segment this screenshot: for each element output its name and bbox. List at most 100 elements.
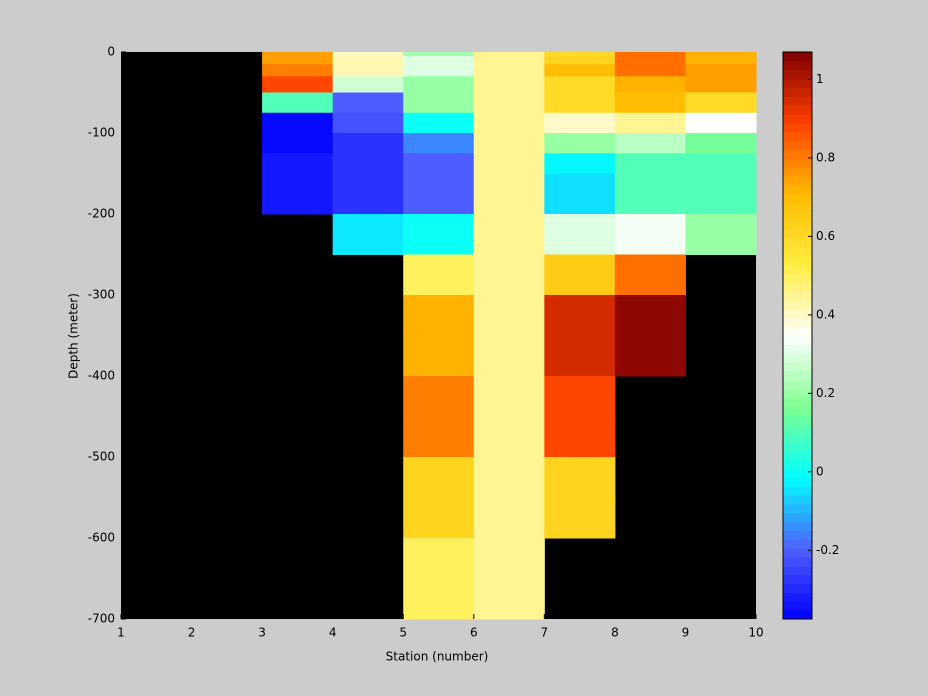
colorbar-segment (783, 335, 812, 345)
colorbar-segment (783, 87, 812, 97)
colorbar-segment (783, 220, 812, 230)
colorbar-segment (783, 468, 812, 478)
colorbar-segment (783, 530, 812, 540)
heatmap-cell (685, 173, 757, 215)
colorbar-segment (783, 52, 812, 62)
heatmap-cell (403, 497, 475, 539)
heatmap-cell (473, 214, 545, 255)
colorbar-segment (783, 140, 812, 150)
y-axis-label: Depth (meter) (67, 293, 81, 379)
heatmap-cell (403, 112, 475, 134)
heatmap-cell (332, 173, 404, 215)
x-tick-label: 1 (117, 626, 125, 640)
colorbar-segment (783, 459, 812, 469)
colorbar-segment (783, 601, 812, 611)
heatmap-cell (473, 254, 545, 296)
heatmap-cell (685, 92, 757, 114)
heatmap-cell (473, 538, 545, 579)
colorbar-segment (783, 486, 812, 496)
heatmap-cell (544, 92, 616, 114)
colorbar-segment (783, 184, 812, 195)
heatmap-cell (544, 112, 616, 134)
colorbar-tick-label: 0.4 (816, 307, 835, 321)
heatmap-cell (544, 153, 616, 174)
y-tick-label: -700 (88, 612, 115, 626)
heatmap-cell (614, 112, 686, 134)
heatmap-cell (332, 112, 404, 134)
colorbar-segment (783, 131, 812, 142)
heatmap-cell (473, 376, 545, 417)
heatmap-cell (332, 133, 404, 154)
colorbar-segment (783, 114, 812, 124)
heatmap-cell (403, 335, 475, 377)
colorbar-segment (783, 512, 812, 523)
y-tick-label: -100 (88, 126, 115, 140)
heatmap-cell (403, 416, 475, 458)
colorbar-segment (783, 122, 812, 133)
colorbar-segment (783, 202, 812, 212)
heatmap-cell (403, 76, 475, 93)
heatmap-cell (262, 64, 334, 77)
colorbar-segment (783, 96, 812, 106)
heatmap-cell (544, 335, 616, 377)
heatmap-cell (473, 335, 545, 377)
heatmap-cell (262, 76, 334, 93)
heatmap-cell (473, 112, 545, 134)
colorbar-segment (783, 415, 812, 425)
colorbar-segment (783, 308, 812, 319)
heatmap-cell (544, 64, 616, 77)
heatmap-cell (473, 76, 545, 93)
heatmap-cell (403, 133, 475, 154)
heatmap-cell (473, 457, 545, 498)
colorbar-segment (783, 539, 812, 549)
colorbar-segment (783, 424, 812, 434)
colorbar-segment (783, 264, 812, 274)
heatmap-cell (262, 153, 334, 174)
heatmap-cell (403, 254, 475, 296)
colorbar-segment (783, 494, 812, 505)
colorbar-segment (783, 565, 812, 576)
x-axis-label: Station (number) (386, 650, 489, 664)
heatmap-cell (473, 497, 545, 539)
heatmap-cell (614, 214, 686, 255)
heatmap-cell (473, 416, 545, 458)
colorbar-segment (783, 60, 812, 71)
heatmap-cell (544, 295, 616, 336)
colorbar-segment (783, 282, 812, 292)
colorbar-segment (783, 326, 812, 336)
heatmap-cell (332, 214, 404, 255)
colorbar-segment (783, 397, 812, 407)
colorbar-tick-label: 0.8 (816, 150, 835, 164)
colorbar-segment (783, 583, 812, 593)
heatmap-cell (473, 173, 545, 215)
y-tick-label: -500 (88, 450, 115, 464)
heatmap-cell (473, 153, 545, 174)
heatmap-cell (473, 52, 545, 57)
heatmap-cell (262, 133, 334, 154)
colorbar-segment (783, 556, 812, 567)
heatmap-cell (473, 64, 545, 77)
heatmap-cell (262, 92, 334, 114)
heatmap-cell (614, 153, 686, 174)
colorbar-segment (783, 229, 812, 239)
heatmap-cell (403, 64, 475, 77)
colorbar-segment (783, 69, 812, 80)
colorbar-segment (783, 300, 812, 310)
colorbar-segment (783, 176, 812, 186)
heatmap-cell (614, 92, 686, 114)
heatmap-cell (685, 64, 757, 77)
heatmap-cell (685, 214, 757, 255)
colorbar-tick-label: 1 (816, 72, 824, 86)
heatmap-cell (614, 295, 686, 336)
heatmap-cell (544, 76, 616, 93)
heatmap-cell (544, 173, 616, 215)
heatmap-cell (403, 457, 475, 498)
heatmap-cell (614, 76, 686, 93)
x-tick-label: 6 (470, 626, 478, 640)
heatmap-cell (614, 335, 686, 377)
heatmap-cell (544, 214, 616, 255)
x-tick-label: 9 (682, 626, 690, 640)
colorbar-segment (783, 503, 812, 514)
y-tick-label: -200 (88, 207, 115, 221)
